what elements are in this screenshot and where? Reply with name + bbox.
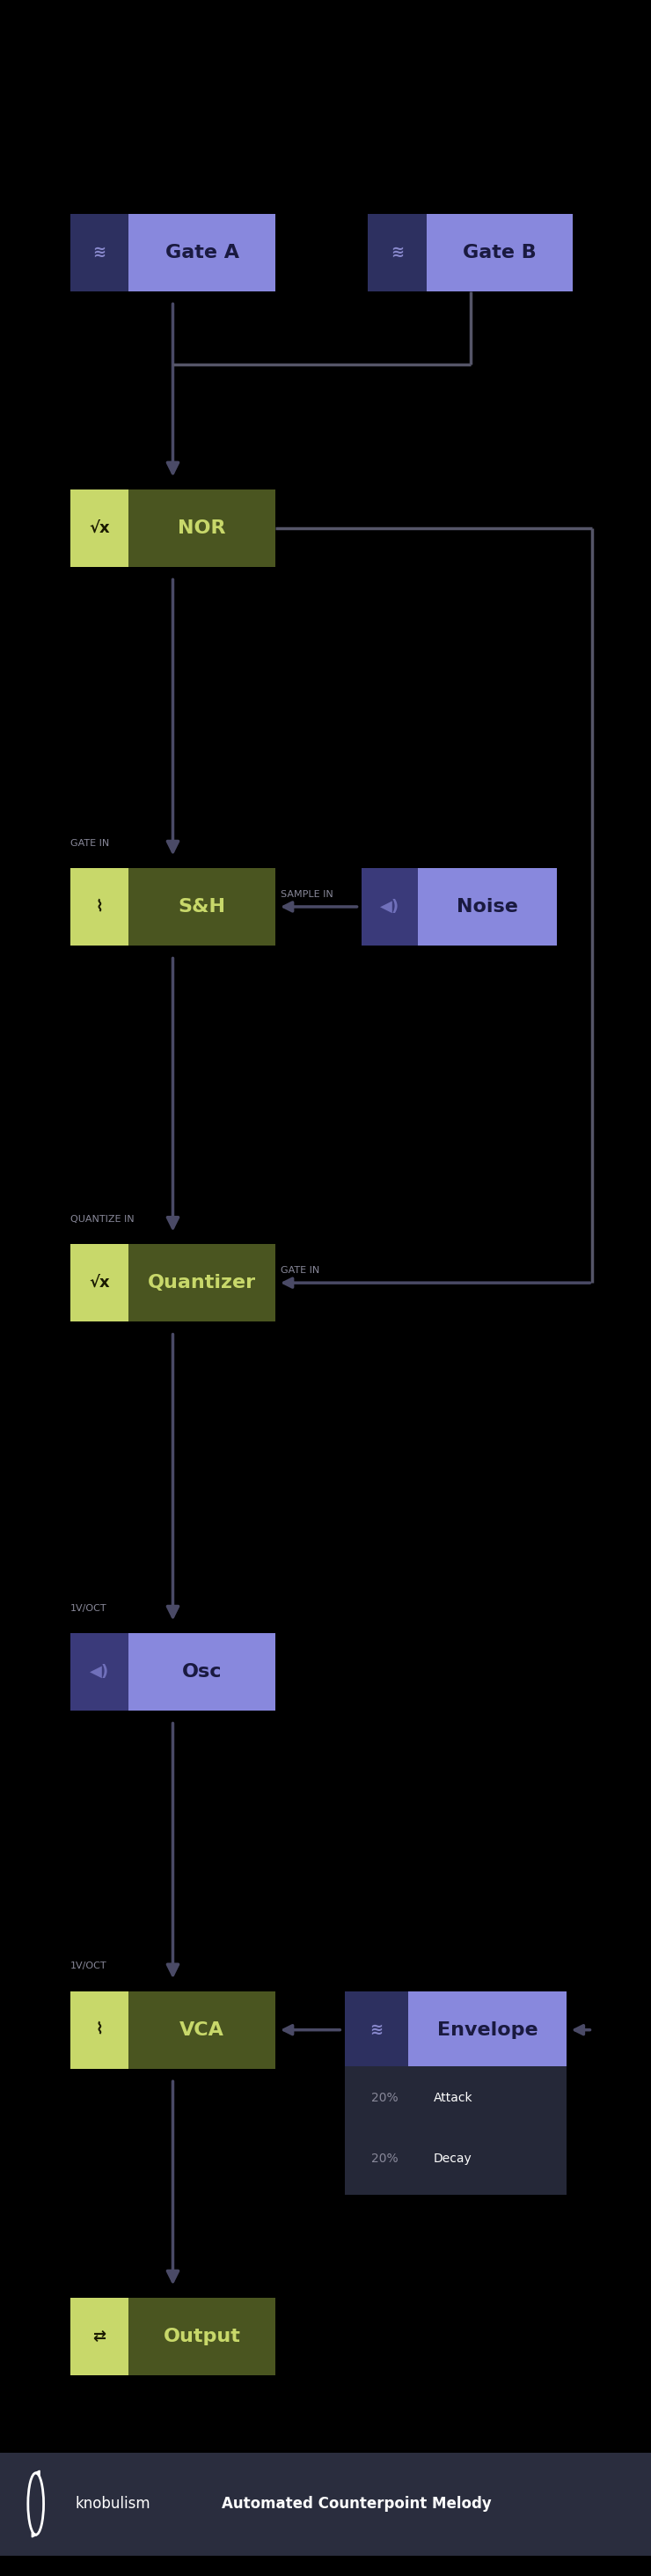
FancyBboxPatch shape [129,2298,275,2375]
FancyBboxPatch shape [426,214,573,291]
FancyBboxPatch shape [129,214,275,291]
FancyBboxPatch shape [418,868,557,945]
FancyBboxPatch shape [345,2066,566,2195]
FancyBboxPatch shape [70,1633,129,1710]
Text: Attack: Attack [434,2092,473,2105]
FancyBboxPatch shape [129,1244,275,1321]
FancyBboxPatch shape [70,1244,129,1321]
Text: S&H: S&H [178,899,226,914]
Text: ≋: ≋ [93,245,106,260]
Text: ◀): ◀) [380,899,400,914]
Text: ◀): ◀) [90,1664,109,1680]
Text: NOR: NOR [178,520,226,536]
Text: QUANTIZE IN: QUANTIZE IN [70,1216,134,1224]
Text: knobulism: knobulism [75,2496,150,2512]
Text: ≋: ≋ [370,2022,383,2038]
Text: Envelope: Envelope [437,2022,538,2038]
FancyBboxPatch shape [362,868,418,945]
Text: 1V/OCT: 1V/OCT [70,1963,107,1971]
FancyBboxPatch shape [129,489,275,567]
Text: ⇄: ⇄ [93,2329,106,2344]
FancyBboxPatch shape [70,2298,129,2375]
Text: √x: √x [89,1275,110,1291]
Text: ⌇: ⌇ [96,2022,104,2038]
Text: Automated Counterpoint Melody: Automated Counterpoint Melody [221,2496,492,2512]
Text: Output: Output [163,2329,241,2344]
FancyBboxPatch shape [129,868,275,945]
FancyBboxPatch shape [129,1991,275,2069]
Text: SAMPLE IN: SAMPLE IN [281,891,333,899]
FancyBboxPatch shape [70,1991,129,2069]
FancyBboxPatch shape [368,214,426,291]
Text: Noise: Noise [457,899,518,914]
Text: VCA: VCA [180,2022,225,2038]
Text: GATE IN: GATE IN [281,1267,320,1275]
FancyBboxPatch shape [345,1991,408,2069]
Text: ≋: ≋ [391,245,404,260]
Text: Gate B: Gate B [463,245,536,260]
Text: 20%: 20% [372,2092,398,2105]
Text: 20%: 20% [372,2154,398,2164]
FancyBboxPatch shape [408,1991,566,2069]
Text: Quantizer: Quantizer [148,1275,256,1291]
Text: Gate A: Gate A [165,245,239,260]
Text: √x: √x [89,520,110,536]
Text: ⌇: ⌇ [96,899,104,914]
FancyBboxPatch shape [70,489,129,567]
FancyBboxPatch shape [0,2452,651,2555]
FancyBboxPatch shape [70,868,129,945]
Text: Decay: Decay [434,2154,472,2164]
Text: GATE IN: GATE IN [70,840,109,848]
FancyBboxPatch shape [129,1633,275,1710]
FancyBboxPatch shape [70,214,129,291]
Text: Osc: Osc [182,1664,222,1680]
Text: 1V/OCT: 1V/OCT [70,1605,107,1613]
